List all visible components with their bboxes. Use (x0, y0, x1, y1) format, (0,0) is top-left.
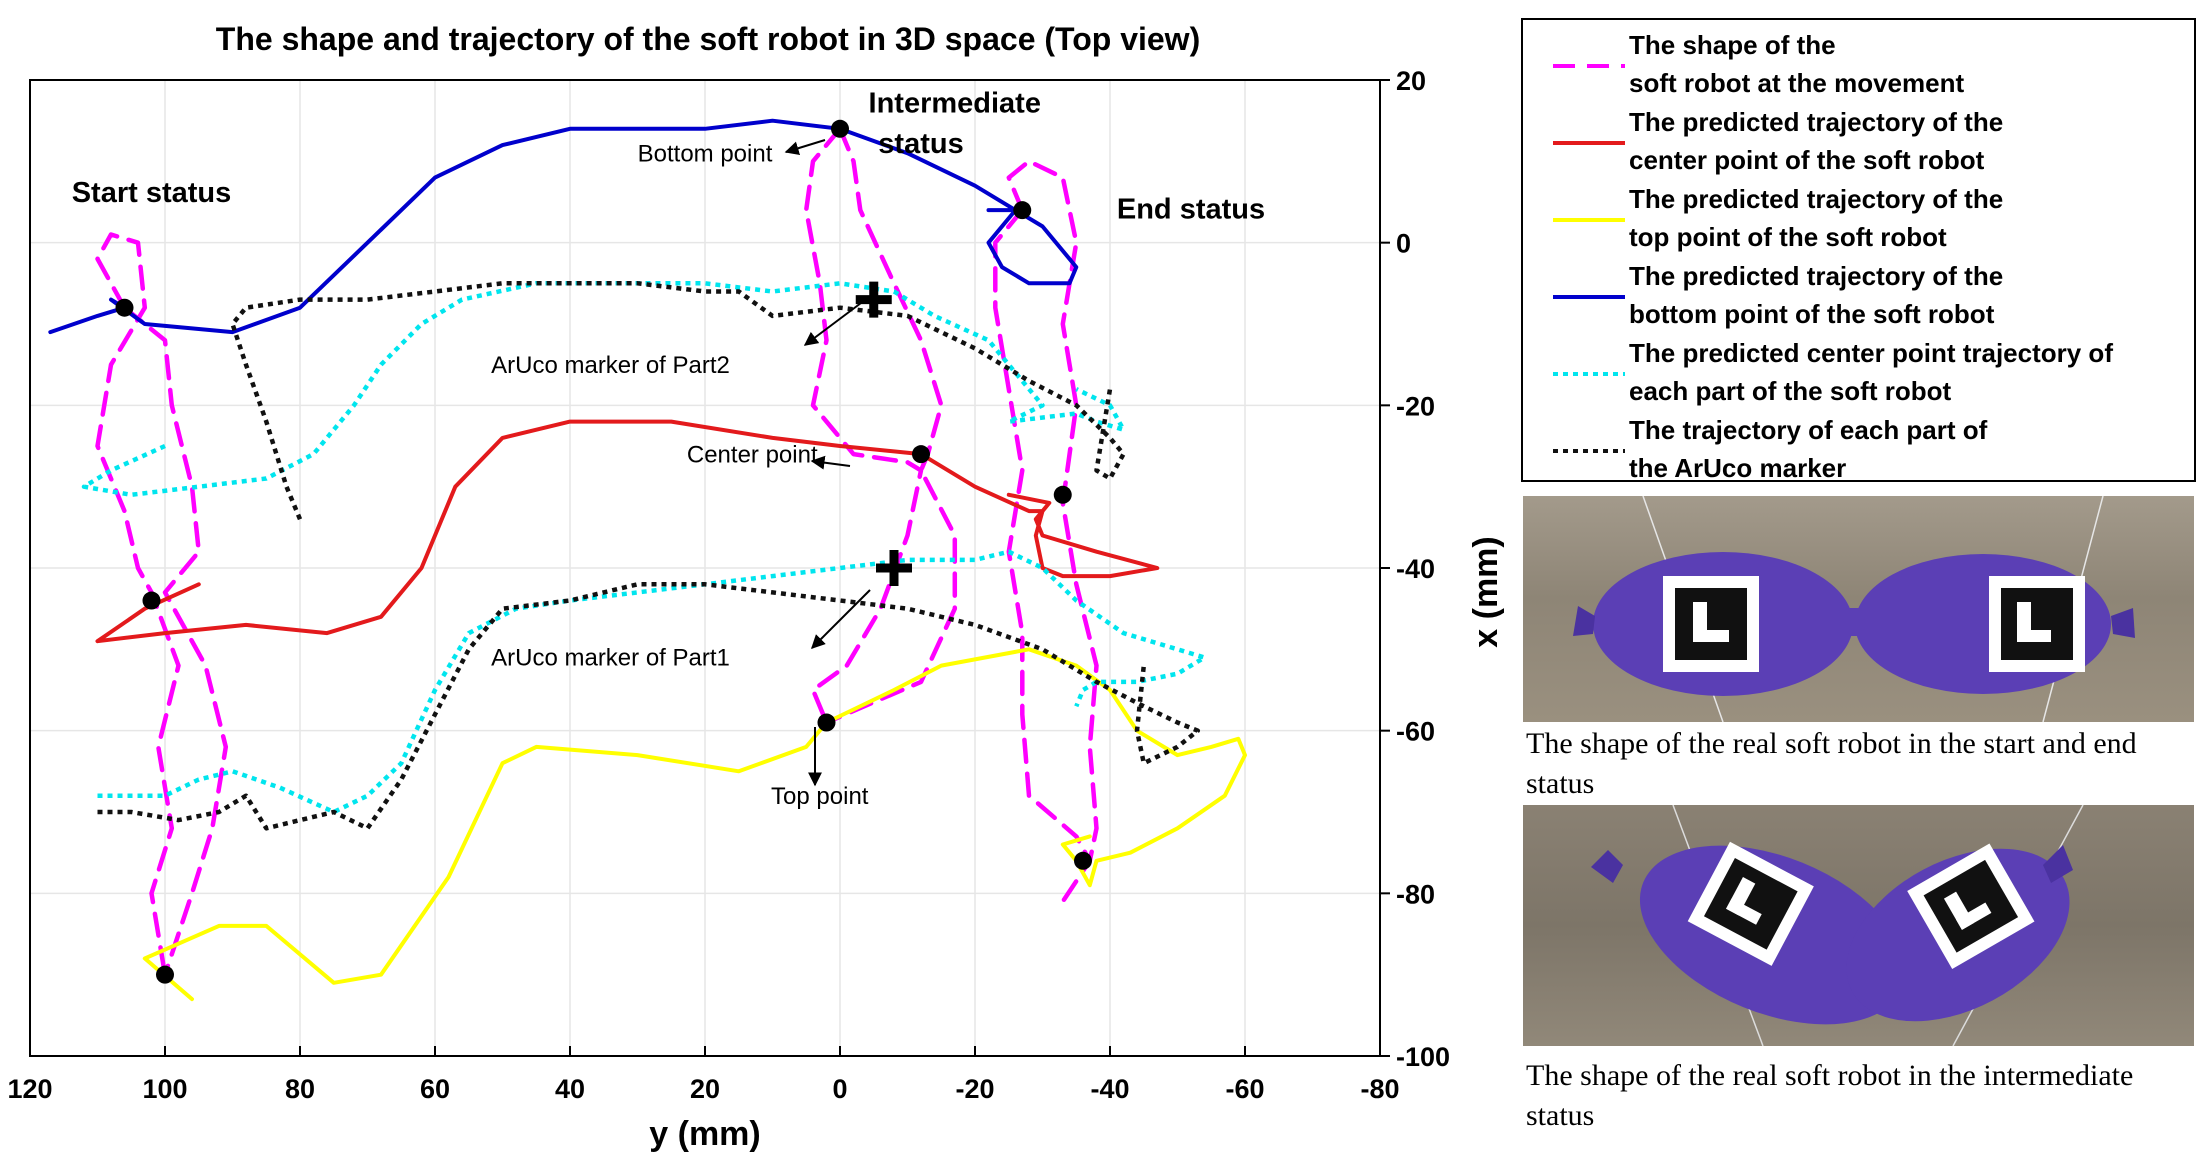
series-line-2 (142, 647, 1247, 1002)
key-point (831, 119, 849, 138)
series-line-0 (95, 232, 181, 977)
x-tick-label: 100 (142, 1074, 187, 1104)
key-point (156, 965, 174, 984)
x-tick-label: 60 (420, 1074, 450, 1104)
annotation-label: Intermediate (869, 88, 1041, 120)
series-line-4 (97, 549, 1207, 815)
series-line-4 (81, 281, 1126, 498)
legend-label-1: center point of the soft robot (1629, 145, 1985, 175)
legend-label-5: The trajectory of each part of (1629, 415, 1988, 445)
key-point (1074, 851, 1092, 870)
legend-label-4: The predicted center point trajectory of (1629, 338, 2113, 368)
annotation-label: Center point (687, 441, 818, 468)
key-point (817, 713, 836, 732)
legend-label-0: soft robot at the movement (1629, 68, 1964, 98)
y-tick-label: -40 (1396, 554, 1435, 584)
y-tick-label: -60 (1396, 717, 1435, 747)
legend-label-2: The predicted trajectory of the (1629, 184, 2003, 214)
annotation-label: Bottom point (638, 140, 773, 167)
x-tick-label: -20 (955, 1074, 994, 1104)
y-tick-label: -80 (1396, 879, 1435, 909)
marker-layer (115, 119, 1092, 984)
x-tick-label: -80 (1360, 1074, 1399, 1104)
key-point (912, 445, 930, 464)
aruco-marker-cross (876, 550, 912, 586)
annotation-arrow (784, 139, 826, 155)
photo-caption-intermediate: The shape of the real soft robot in the … (1526, 1059, 2134, 1132)
x-tick-label: 0 (832, 1074, 847, 1104)
y-tick-label: -100 (1396, 1042, 1450, 1072)
legend-label-5: the ArUco marker (1629, 453, 1846, 480)
y-axis-label: x (mm) (1467, 536, 1505, 647)
annotation-label: status (878, 128, 963, 160)
series-line-0 (122, 305, 229, 977)
legend-label-1: The predicted trajectory of the (1629, 107, 2003, 137)
grid (29, 79, 1381, 1057)
y-tick-label: 20 (1396, 66, 1426, 96)
series-line-5 (97, 582, 1201, 831)
key-point (115, 298, 134, 317)
aruco-marker-cross (855, 281, 892, 318)
annotation-arrow (803, 299, 866, 346)
legend-label-4: each part of the soft robot (1629, 376, 1951, 406)
key-point (1013, 201, 1032, 220)
series-line-0 (803, 126, 924, 725)
series-line-0 (824, 126, 958, 725)
x-tick-label: -40 (1090, 1074, 1129, 1104)
annotation-label: Start status (72, 177, 232, 209)
x-tick-label: -60 (1225, 1074, 1264, 1104)
series-line-3 (48, 118, 1079, 335)
legend-label-0: The shape of the (1629, 30, 1836, 60)
photo-caption-start-end: The shape of the real soft robot in the … (1526, 727, 2137, 800)
series-layer (48, 118, 1247, 1002)
x-tick-label: 120 (7, 1074, 52, 1104)
x-tick-label: 40 (555, 1074, 585, 1104)
y-tick-label: -20 (1396, 391, 1435, 421)
series-line-5 (230, 281, 1126, 521)
annotation-label: ArUco marker of Part2 (491, 352, 730, 379)
chart-title: The shape and trajectory of the soft rob… (216, 21, 1200, 57)
soft-robot-start-end-illustration (1573, 496, 2135, 722)
legend-graphic: The shape of the soft robot at the moveme… (1553, 30, 2113, 483)
annotation-layer: Start status Intermediate status End status… (72, 88, 1265, 810)
x-tick-label: 80 (285, 1074, 315, 1104)
annotation-label: ArUco marker of Part1 (491, 645, 730, 672)
legend: The shape of the soft robot at the moveme… (1521, 18, 2196, 483)
legend-label-3: bottom point of the soft robot (1629, 299, 1995, 329)
series-line-1 (95, 419, 1160, 644)
key-point (1053, 485, 1072, 504)
key-point (142, 591, 161, 610)
x-tick-label: 20 (690, 1074, 720, 1104)
legend-label-3: The predicted trajectory of the (1629, 261, 2003, 291)
soft-robot-intermediate-illustration (1591, 805, 2084, 1046)
series-line-0 (1006, 159, 1099, 904)
x-axis-label: y (mm) (649, 1115, 760, 1153)
annotation-label: Top point (771, 783, 869, 810)
annotation-label: End status (1117, 193, 1265, 225)
photo-intermediate-status (1523, 805, 2194, 1046)
legend-label-2: top point of the soft robot (1629, 222, 1947, 252)
y-tick-label: 0 (1396, 229, 1411, 259)
photo-start-end-status (1523, 496, 2194, 722)
tick-layer: 120 100 80 60 40 20 0 -20 -40 -60 -80 20 0 -20 -40 -60 -… (7, 66, 1450, 1104)
annotation-arrow (810, 455, 851, 470)
annotation-arrow (811, 589, 871, 649)
